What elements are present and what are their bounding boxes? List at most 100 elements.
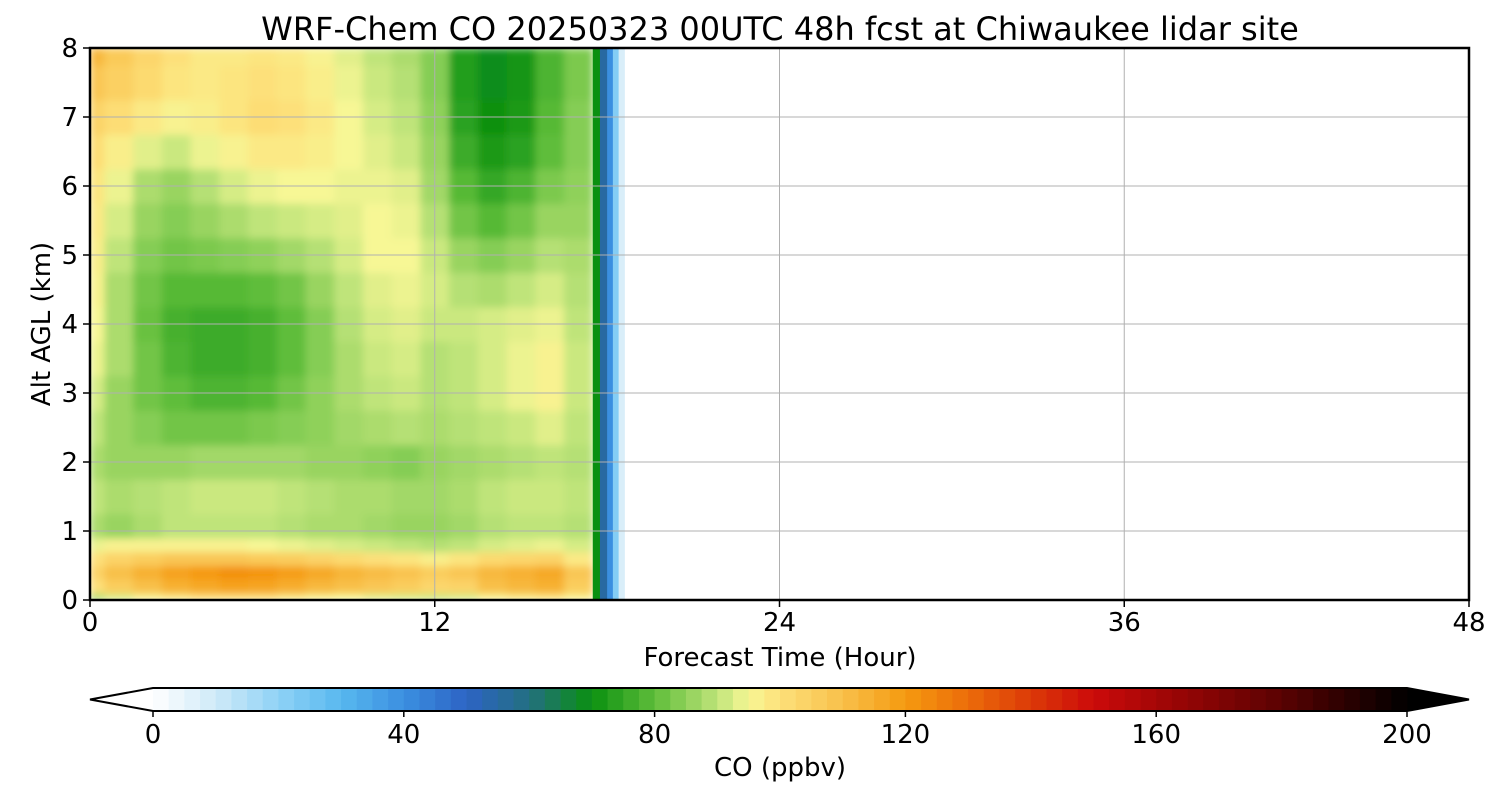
colorbar-segment — [607, 688, 624, 711]
colorbar-segment — [231, 688, 248, 711]
heatmap-cell — [564, 134, 594, 170]
heatmap-cell — [477, 203, 508, 239]
colorbar — [89, 687, 1470, 712]
heatmap-cell — [477, 537, 508, 553]
heatmap-cell — [477, 48, 508, 66]
heatmap-cell — [161, 48, 192, 66]
heatmap-cell — [219, 48, 249, 66]
x-tick-label: 12 — [418, 608, 451, 638]
x-axis-ticks: 0 12 24 36 48 — [82, 600, 1486, 638]
y-tick-label: 4 — [61, 310, 78, 340]
colorbar-segment — [983, 688, 1000, 711]
heatmap-cell — [564, 341, 594, 377]
heatmap-cell — [477, 479, 508, 515]
heatmap-cell — [104, 579, 134, 594]
heatmap-cell — [248, 537, 278, 553]
heatmap-cell — [133, 479, 163, 515]
heatmap-cell — [133, 565, 163, 580]
heatmap-cell — [190, 341, 220, 377]
colorbar-extend-high — [1407, 688, 1469, 711]
colorbar-segment — [482, 688, 499, 711]
colorbar-segment — [764, 688, 781, 711]
heatmap-cell — [506, 593, 536, 600]
heatmap-cell — [133, 341, 163, 377]
heatmap-cell — [305, 134, 335, 170]
heatmap-cell — [449, 341, 479, 377]
heatmap-cell — [248, 48, 278, 66]
colorbar-segment — [200, 688, 217, 711]
colorbar-segment — [435, 688, 452, 711]
colorbar-segment — [1234, 688, 1251, 711]
heatmap-cell — [161, 551, 192, 567]
heatmap-cell — [305, 551, 335, 567]
colorbar-segment — [325, 688, 342, 711]
heatmap-cell — [564, 48, 594, 66]
x-tick-label: 48 — [1452, 608, 1485, 638]
colorbar-segment — [811, 688, 828, 711]
heatmap-cell — [276, 203, 307, 239]
heatmap-cell — [477, 593, 508, 600]
colorbar-segment — [1328, 688, 1345, 711]
heatmap-cell — [248, 551, 278, 567]
y-axis-ticks: 0 1 2 3 4 5 6 7 8 — [61, 34, 90, 616]
heatmap-cell — [449, 565, 479, 580]
colorbar-segment — [1140, 688, 1157, 711]
heatmap-cell — [104, 537, 134, 553]
heatmap-cell — [334, 134, 364, 170]
heatmap-cell — [362, 48, 393, 66]
chart-title: WRF-Chem CO 20250323 00UTC 48h fcst at C… — [261, 10, 1299, 48]
heatmap-cell — [104, 551, 134, 567]
colorbar-segment — [638, 688, 655, 711]
heatmap-cell — [90, 341, 105, 377]
heatmap-cell — [133, 410, 163, 446]
heatmap-cell — [190, 579, 220, 594]
heatmap-cell — [90, 65, 105, 101]
y-tick-label: 2 — [61, 448, 78, 478]
heatmap-cell — [334, 579, 364, 594]
heatmap-cell — [104, 513, 134, 539]
colorbar-segment — [1077, 688, 1094, 711]
heatmap-cell — [535, 551, 565, 567]
colorbar-segment — [403, 688, 420, 711]
heatmap-cell — [391, 479, 421, 515]
heatmap-cell — [334, 410, 364, 446]
colorbar-segment — [1187, 688, 1204, 711]
colorbar-segment — [968, 688, 985, 711]
heatmap-cell — [248, 410, 278, 446]
heatmap-cell — [477, 341, 508, 377]
heatmap-cell — [90, 48, 105, 66]
heatmap-cell — [190, 48, 220, 66]
heatmap-cell — [334, 537, 364, 553]
colorbar-segment — [560, 688, 577, 711]
heatmap-cell — [133, 65, 163, 101]
heatmap-cell — [506, 272, 536, 308]
heatmap-cell — [362, 579, 393, 594]
colorbar-segment — [842, 688, 859, 711]
heatmap-cell — [248, 134, 278, 170]
colorbar-tick-label: 120 — [881, 720, 931, 750]
heatmap-cell — [104, 479, 134, 515]
heatmap-cell — [305, 48, 335, 66]
colorbar-segment — [889, 688, 906, 711]
y-tick-label: 0 — [61, 586, 78, 616]
colorbar-segment — [1281, 688, 1298, 711]
heatmap-cell — [305, 565, 335, 580]
heatmap-cell — [564, 565, 594, 580]
heatmap-cell — [248, 513, 278, 539]
colorbar-extend-low — [90, 688, 153, 711]
heatmap-cell — [219, 513, 249, 539]
colorbar-segment — [309, 688, 326, 711]
heatmap-cell — [133, 513, 163, 539]
heatmap-cell — [506, 551, 536, 567]
heatmap-cell — [133, 134, 163, 170]
heatmap-cell — [248, 203, 278, 239]
colorbar-segment — [748, 688, 765, 711]
heatmap-cell — [391, 65, 421, 101]
heatmap-cell — [449, 479, 479, 515]
heatmap-cell — [161, 579, 192, 594]
colorbar-segment — [701, 688, 718, 711]
colorbar-segment — [732, 688, 750, 711]
colorbar-segment — [670, 688, 687, 711]
colorbar-segment — [529, 688, 546, 711]
